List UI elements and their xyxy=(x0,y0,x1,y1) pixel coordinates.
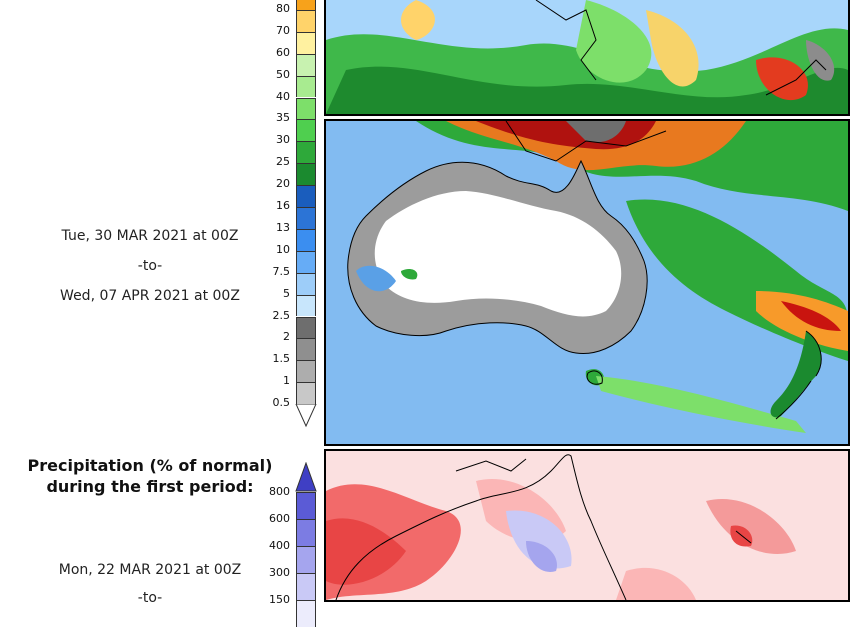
legend-swatch xyxy=(296,185,316,207)
legend-tick-label: 35 xyxy=(276,111,290,125)
legend-swatch xyxy=(296,250,316,273)
legend-swatch xyxy=(296,492,316,519)
legend-swatch xyxy=(296,382,316,405)
legend-tick-label: 800 xyxy=(269,485,290,498)
legend-swatch xyxy=(296,53,316,76)
legend-tick-label: 10 xyxy=(276,242,290,256)
legend-swatch xyxy=(296,207,316,229)
legend-tick-label: 0.5 xyxy=(272,396,291,410)
percent-normal-title-line1: Precipitation (% of normal) xyxy=(27,456,273,475)
legend-tick-label: 70 xyxy=(276,23,290,37)
legend-tick-label: 50 xyxy=(276,67,290,81)
period-to-label: -to- xyxy=(137,258,163,274)
legend-max-arrow-icon xyxy=(295,462,317,492)
percent-normal-title-line2: during the first period: xyxy=(46,477,254,496)
legend-swatch xyxy=(296,338,316,361)
first-period-start-date: Mon, 22 MAR 2021 at 00Z xyxy=(58,562,242,578)
legend-tick-label: 40 xyxy=(276,89,290,103)
legend-tick-label: 80 xyxy=(276,1,290,15)
legend-swatch xyxy=(296,119,316,142)
legend-min-arrow-icon xyxy=(295,404,317,428)
legend-tick-label: 1.5 xyxy=(272,352,291,366)
australia-precipitation-map xyxy=(326,121,848,444)
legend-tick-label: 13 xyxy=(276,220,290,234)
legend-swatch xyxy=(296,9,316,32)
legend-swatch xyxy=(296,294,316,317)
legend-swatch xyxy=(296,75,316,98)
map-panel-upper xyxy=(324,0,850,116)
period-start-date: Tue, 30 MAR 2021 at 00Z xyxy=(61,228,239,244)
legend-swatch xyxy=(296,546,316,573)
legend-tick-label: 2 xyxy=(283,330,290,344)
legend-swatch xyxy=(296,228,316,251)
legend-tick-label: 16 xyxy=(276,199,290,212)
period-end-date: Wed, 07 APR 2021 at 00Z xyxy=(60,288,240,304)
legend-tick-label: 1 xyxy=(283,374,290,388)
legend-swatch xyxy=(296,573,316,600)
legend-tick-label: 600 xyxy=(269,512,290,525)
legend-swatch xyxy=(296,31,316,54)
legend-swatch xyxy=(296,360,316,383)
legend-swatch xyxy=(296,519,316,546)
legend-swatch xyxy=(296,0,316,10)
percent-normal-map xyxy=(326,451,848,600)
legend-swatch xyxy=(296,316,316,339)
map-panel-percent-of-normal xyxy=(324,449,850,602)
legend-tick-label: 20 xyxy=(276,177,290,191)
legend-tick-label: 30 xyxy=(276,133,290,147)
legend-swatch xyxy=(296,163,316,186)
upper-map-image xyxy=(326,0,848,114)
legend-swatch xyxy=(296,272,316,295)
legend-tick-label: 300 xyxy=(269,566,290,579)
legend-tick-label: 5 xyxy=(283,286,290,300)
legend-tick-label: 25 xyxy=(276,155,290,169)
legend-tick-label: 400 xyxy=(269,539,290,552)
legend-swatch xyxy=(296,141,316,164)
legend-tick-label: 60 xyxy=(276,45,290,59)
legend-swatch xyxy=(296,97,316,120)
first-period-to-label: -to- xyxy=(137,590,163,606)
map-panel-accumulated-precipitation xyxy=(324,119,850,446)
legend-tick-label: 2.5 xyxy=(272,308,291,322)
legend-tick-label: 7.5 xyxy=(272,264,291,278)
